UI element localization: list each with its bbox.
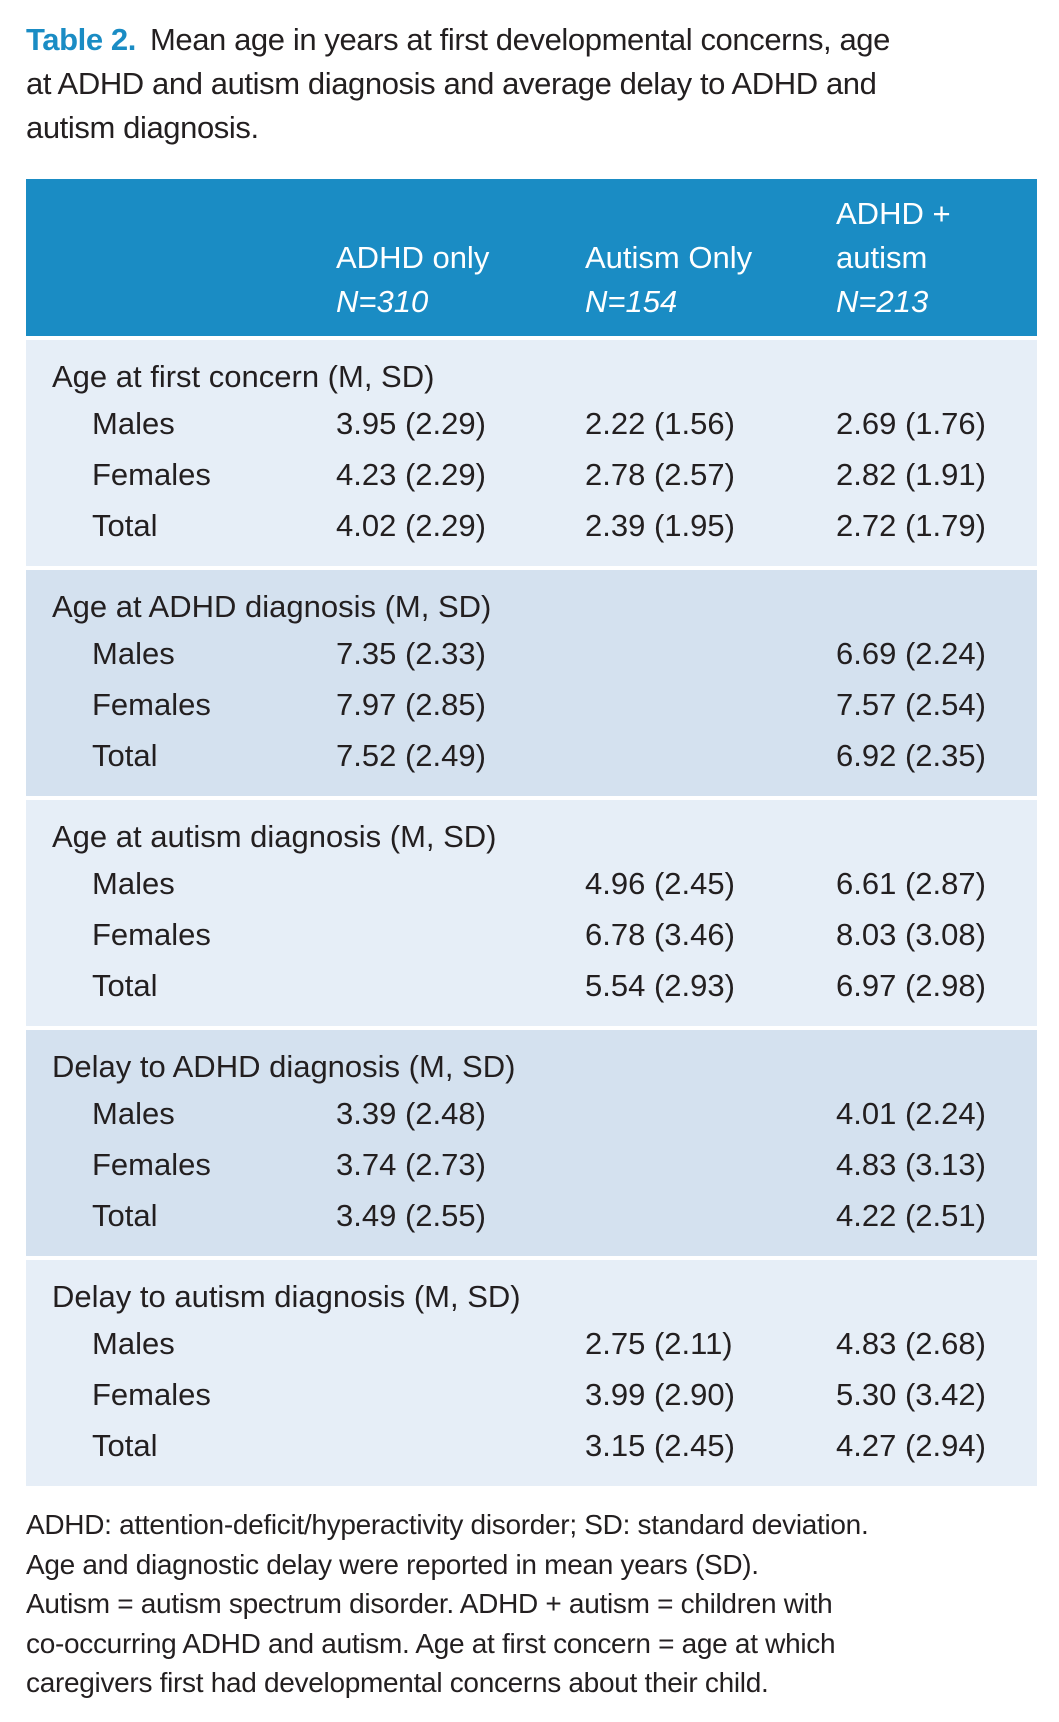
table-cell: 7.97 (2.85) <box>336 687 486 722</box>
table-row: Females 3.99 (2.90) 5.30 (3.42) <box>26 1369 1037 1420</box>
row-label: Total <box>92 1428 158 1463</box>
caption-line: Table 2. Mean age in years at first devel… <box>26 18 1041 62</box>
table-cell: 3.49 (2.55) <box>336 1198 486 1233</box>
table-row: Females 4.23 (2.29) 2.78 (2.57) 2.82 (1.91) <box>26 449 1037 500</box>
data-table: ADHD only N=310 Autism Only N=154 ADHD +… <box>26 179 1037 1486</box>
table-row: Males 3.95 (2.29) 2.22 (1.56) 2.69 (1.76) <box>26 398 1037 449</box>
table-cell: 4.27 (2.94) <box>836 1428 986 1463</box>
table-row: Males 4.96 (2.45) 6.61 (2.87) <box>26 858 1037 909</box>
row-label: Females <box>92 687 211 722</box>
column-n: N=310 <box>336 284 429 319</box>
row-label: Females <box>92 1147 211 1182</box>
footnote-line: co-occurring ADHD and autism. Age at fir… <box>26 1627 836 1659</box>
table-cell: 4.83 (2.68) <box>836 1326 986 1361</box>
column-title: ADHD + <box>836 196 951 231</box>
row-label: Males <box>92 866 175 901</box>
table-row: Total 3.15 (2.45) 4.27 (2.94) <box>26 1420 1037 1471</box>
section-heading: Age at ADHD diagnosis (M, SD) <box>52 589 492 624</box>
table-cell: 2.75 (2.11) <box>585 1326 733 1361</box>
table-cell: 6.97 (2.98) <box>836 968 986 1003</box>
section-heading: Delay to ADHD diagnosis (M, SD) <box>52 1049 516 1084</box>
row-label: Total <box>92 508 158 543</box>
table-cell: 6.61 (2.87) <box>836 866 986 901</box>
table-cell: 7.57 (2.54) <box>836 687 986 722</box>
table-cell: 2.22 (1.56) <box>585 406 735 441</box>
footnote-line: Autism = autism spectrum disorder. ADHD … <box>26 1588 833 1619</box>
row-label: Total <box>92 738 158 773</box>
caption-line: at ADHD and autism diagnosis and average… <box>26 66 877 101</box>
table-cell: 7.35 (2.33) <box>336 636 486 671</box>
table-section: Delay to ADHD diagnosis (M, SD) Males 3.39… <box>26 1030 1037 1256</box>
column-header-adhd-autism: ADHD + autism N=213 <box>836 192 951 324</box>
table-cell: 5.30 (3.42) <box>836 1377 986 1412</box>
table-header: ADHD only N=310 Autism Only N=154 ADHD +… <box>26 179 1037 336</box>
table-cell: 4.23 (2.29) <box>336 457 486 492</box>
column-header-adhd-only: ADHD only N=310 <box>336 236 489 324</box>
column-n: N=154 <box>585 284 678 319</box>
caption-text: Mean age in years at first developmental… <box>149 22 890 57</box>
table-row: Females 6.78 (3.46) 8.03 (3.08) <box>26 909 1037 960</box>
table-cell: 6.78 (3.46) <box>585 917 735 952</box>
table-cell: 4.01 (2.24) <box>836 1096 986 1131</box>
row-label: Total <box>92 968 158 1003</box>
row-label: Females <box>92 1377 211 1412</box>
table-cell: 4.96 (2.45) <box>585 866 735 901</box>
table-cell: 4.22 (2.51) <box>836 1198 986 1233</box>
row-label: Males <box>92 1096 175 1131</box>
table-section: Age at first concern (M, SD) Males 3.95 (2… <box>26 340 1037 566</box>
row-label: Females <box>92 917 211 952</box>
footnote-line: caregivers first had developmental conce… <box>26 1667 769 1698</box>
row-label: Males <box>92 636 175 671</box>
table-cell: 8.03 (3.08) <box>836 917 986 952</box>
footnote-line: ADHD: attention-deficit/hyperactivity di… <box>26 1509 869 1540</box>
table-row: Total 3.49 (2.55) 4.22 (2.51) <box>26 1190 1037 1241</box>
table-row: Females 7.97 (2.85) 7.57 (2.54) <box>26 679 1037 730</box>
table-cell: 3.74 (2.73) <box>336 1147 486 1182</box>
table-row: Males 7.35 (2.33) 6.69 (2.24) <box>26 628 1037 679</box>
row-label: Females <box>92 457 211 492</box>
caption-line: autism diagnosis. <box>26 110 259 145</box>
table-cell: 6.92 (2.35) <box>836 738 986 773</box>
row-label: Males <box>92 1326 175 1361</box>
section-heading: Age at first concern (M, SD) <box>52 359 435 394</box>
column-n: N=213 <box>836 284 929 319</box>
table-row: Males 3.39 (2.48) 4.01 (2.24) <box>26 1088 1037 1139</box>
footnote-line: Age and diagnostic delay were reported i… <box>26 1548 759 1580</box>
table-cell: 2.72 (1.79) <box>836 508 986 543</box>
table-caption: Table 2. Mean age in years at first devel… <box>26 18 1041 150</box>
table-number: Table 2. <box>26 22 136 57</box>
table-row: Males 2.75 (2.11) 4.83 (2.68) <box>26 1318 1037 1369</box>
table-row: Females 3.74 (2.73) 4.83 (3.13) <box>26 1139 1037 1190</box>
table-cell: 3.95 (2.29) <box>336 406 486 441</box>
section-heading: Age at autism diagnosis (M, SD) <box>52 819 497 854</box>
table-cell: 3.39 (2.48) <box>336 1096 486 1131</box>
table-cell: 3.99 (2.90) <box>585 1377 735 1412</box>
table-cell: 5.54 (2.93) <box>585 968 735 1003</box>
table-section: Delay to autism diagnosis (M, SD) Males 2.… <box>26 1260 1037 1486</box>
table-cell: 2.78 (2.57) <box>585 457 735 492</box>
table-section: Age at ADHD diagnosis (M, SD) Males 7.35 (… <box>26 570 1037 796</box>
table-cell: 3.15 (2.45) <box>585 1428 735 1463</box>
column-header-autism-only: Autism Only N=154 <box>585 236 752 324</box>
table-cell: 4.02 (2.29) <box>336 508 486 543</box>
row-label: Males <box>92 406 175 441</box>
row-label: Total <box>92 1198 158 1233</box>
column-title: Autism Only <box>585 240 753 275</box>
column-title: autism <box>836 240 928 275</box>
table-cell: 2.82 (1.91) <box>836 457 986 492</box>
table-cell: 2.39 (1.95) <box>585 508 735 543</box>
table-cell: 2.69 (1.76) <box>836 406 986 441</box>
table-cell: 6.69 (2.24) <box>836 636 986 671</box>
table-footnote: ADHD: attention-deficit/hyperactivity di… <box>26 1505 1041 1703</box>
table-row: Total 7.52 (2.49) 6.92 (2.35) <box>26 730 1037 781</box>
table-section: Age at autism diagnosis (M, SD) Males 4.96… <box>26 800 1037 1026</box>
table-cell: 7.52 (2.49) <box>336 738 486 773</box>
table-cell: 4.83 (3.13) <box>836 1147 986 1182</box>
table-row: Total 4.02 (2.29) 2.39 (1.95) 2.72 (1.79) <box>26 500 1037 551</box>
column-title: ADHD only <box>336 240 490 275</box>
section-heading: Delay to autism diagnosis (M, SD) <box>52 1279 521 1314</box>
table-row: Total 5.54 (2.93) 6.97 (2.98) <box>26 960 1037 1011</box>
